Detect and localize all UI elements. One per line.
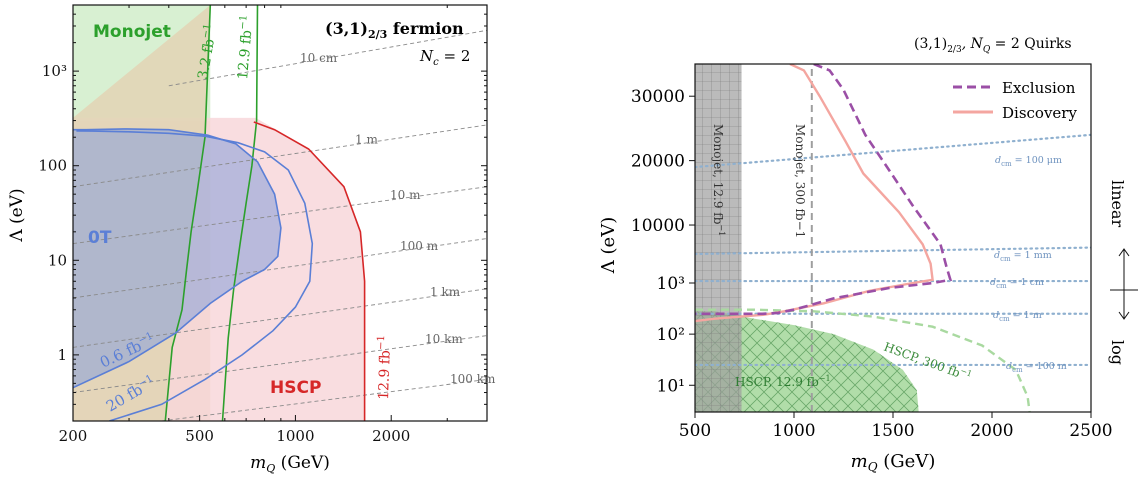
dcm-label: dcm = 100 μm — [995, 155, 1062, 168]
left-plot-frame — [72, 4, 488, 422]
legend: Exclusion Discovery — [953, 79, 1077, 122]
contour-label: 100 m — [400, 239, 439, 253]
x-tick-label: 500 — [679, 421, 711, 441]
exclusion-curve — [695, 64, 953, 316]
x-tick-label: 1000 — [276, 427, 314, 445]
contour-label: 1 km — [430, 285, 461, 299]
right-title: (3,1)2/3, NQ = 2 Quirks — [914, 36, 1072, 55]
y-tick-label: 10³ — [657, 274, 685, 294]
y-tick-label: 10¹ — [657, 376, 685, 396]
label-12p9fb-monojet: 12.9 fb−1 — [233, 15, 257, 81]
series-line — [253, 121, 366, 421]
series-line — [164, 5, 212, 421]
right-chart: 500 1000 1500 2000 2500 10¹ 10² 10³ 10000 20000 30… — [598, 36, 1138, 474]
dcm-contour — [695, 246, 1091, 256]
right-ylabel: Λ (eV) — [598, 217, 619, 274]
label-3p2fb: 3.2 fb−1 — [193, 23, 220, 81]
left-xlabel: mQ (GeV) — [250, 453, 330, 475]
annotation-hscp: HSCP — [270, 378, 321, 398]
y-tick-label: 100 — [38, 157, 67, 175]
y-tick-label: 10000 — [631, 216, 685, 236]
label-monojet-12p9: Monojet, 12.9 fb−1 — [711, 124, 726, 236]
y-tick-label: 20000 — [631, 152, 685, 172]
right-xlabel: mQ (GeV) — [851, 451, 936, 474]
y-tick-label: 10 — [48, 251, 67, 269]
x-tick-label: 2000 — [372, 427, 410, 445]
y-tick-label: 30000 — [631, 87, 685, 107]
contour-label: 100 km — [450, 372, 496, 386]
x-tick-label: 200 — [59, 427, 88, 445]
side-label-linear: linear — [1108, 180, 1127, 228]
series-line — [76, 130, 314, 421]
left-chart: 200 500 1000 2000 1 10 100 10³ (3,1)2/3 fermion… — [7, 4, 496, 475]
left-title: (3,1)2/3 fermion — [325, 19, 464, 41]
decay-length-contour — [161, 378, 487, 421]
dcm-label: dcm = 1 cm — [990, 277, 1044, 290]
dcm-contour — [695, 133, 1091, 169]
x-tick-label: 2500 — [1069, 421, 1112, 441]
side-arrow — [1110, 248, 1138, 320]
hscp-300-boundary — [695, 308, 1031, 412]
side-label-log: log — [1108, 340, 1127, 365]
y-tick-label: 10³ — [42, 62, 67, 80]
label-12p9fb-hscp: 12.9 fb−1 — [374, 335, 394, 400]
x-tick-label: 1500 — [871, 421, 914, 441]
y-tick-label: 1 — [57, 346, 67, 364]
dcm-label: dcm = 100 m — [1006, 361, 1067, 374]
label-monojet-300: Monojet, 300 fb−1 — [793, 124, 807, 238]
series-line — [221, 5, 259, 421]
dcm-label: dcm = 1 m — [993, 310, 1042, 323]
dcm-label: dcm = 1 mm — [994, 250, 1052, 263]
x-tick-label: 2000 — [970, 421, 1013, 441]
x-tick-label: 500 — [185, 427, 214, 445]
contour-label: 10 cm — [300, 51, 338, 65]
contour-label: 1 m — [355, 133, 378, 147]
region-monojet-12p9-grid — [695, 64, 742, 412]
label-hscp-12p9: HSCP, 12.9 fb−1 — [735, 374, 831, 389]
left-ylabel: Λ (eV) — [7, 188, 27, 242]
region-0t — [73, 128, 281, 388]
region-hscp-12p9-hatch — [695, 311, 919, 412]
annotation-monojet: Monojet — [93, 22, 171, 42]
contour-label: 10 m — [390, 188, 421, 202]
decay-length-contour — [168, 29, 487, 87]
legend-discovery-label: Discovery — [1002, 104, 1077, 122]
left-subtitle: Nc = 2 — [419, 47, 470, 68]
contour-label: 10 km — [425, 332, 463, 346]
x-tick-label: 1000 — [772, 421, 815, 441]
annotation-0t: 0T — [88, 228, 112, 248]
series-line — [73, 128, 282, 389]
y-tick-label: 10² — [657, 325, 685, 345]
legend-exclusion-label: Exclusion — [1002, 79, 1076, 97]
